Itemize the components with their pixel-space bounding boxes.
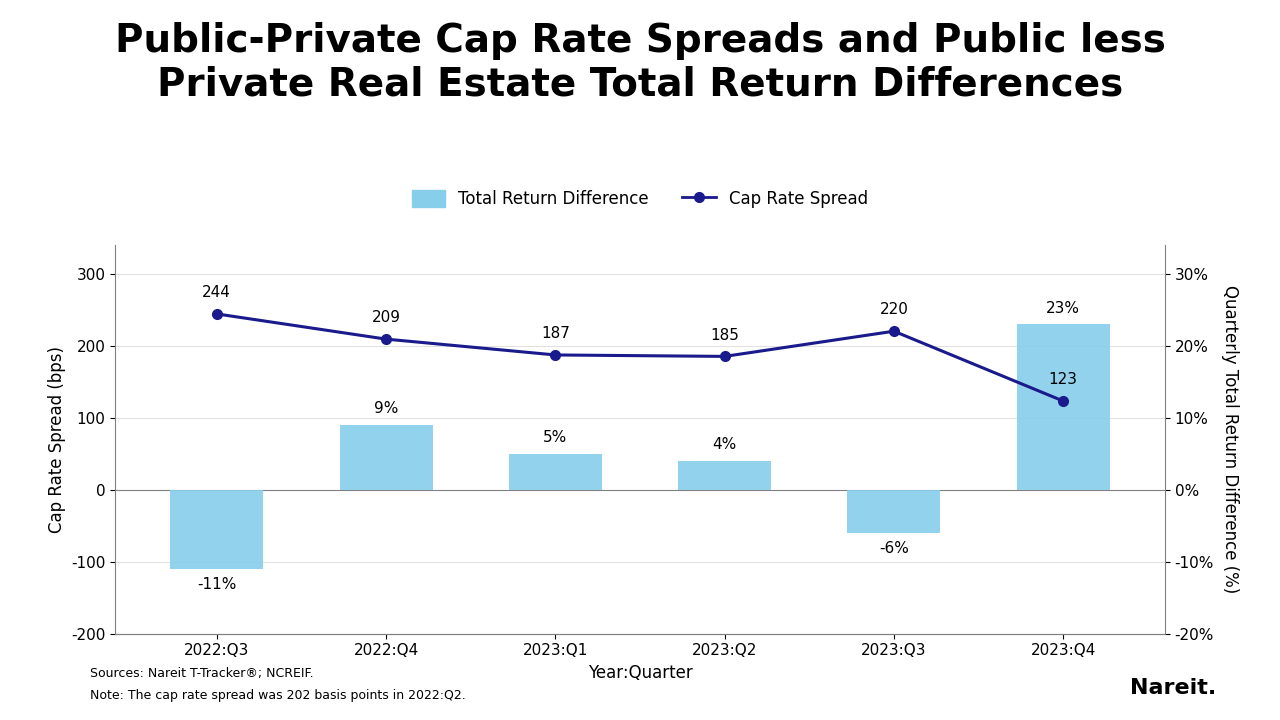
Text: 23%: 23% [1046, 301, 1080, 315]
Bar [509, 454, 602, 490]
Text: 123: 123 [1048, 372, 1078, 387]
Bar [1016, 324, 1110, 490]
Legend: Total Return Difference, Cap Rate Spread: Total Return Difference, Cap Rate Spread [406, 183, 874, 215]
Text: 185: 185 [710, 328, 739, 343]
Text: Sources: Nareit T-Tracker®; NCREIF.: Sources: Nareit T-Tracker®; NCREIF. [90, 667, 314, 680]
Bar [339, 425, 433, 490]
Bar [847, 490, 941, 533]
Text: 209: 209 [371, 310, 401, 325]
Text: Public-Private Cap Rate Spreads and Public less
Private Real Estate Total Return: Public-Private Cap Rate Spreads and Publ… [115, 22, 1165, 104]
Text: 244: 244 [202, 285, 232, 300]
Text: 4%: 4% [713, 438, 737, 452]
Bar [170, 490, 264, 569]
Text: -11%: -11% [197, 577, 237, 592]
Text: Note: The cap rate spread was 202 basis points in 2022:Q2.: Note: The cap rate spread was 202 basis … [90, 689, 466, 702]
Text: Nareit.: Nareit. [1130, 678, 1216, 698]
Y-axis label: Cap Rate Spread (bps): Cap Rate Spread (bps) [47, 346, 65, 533]
Text: 9%: 9% [374, 402, 398, 416]
Y-axis label: Quarterly Total Return Difference (%): Quarterly Total Return Difference (%) [1221, 285, 1239, 593]
X-axis label: Year:Quarter: Year:Quarter [588, 664, 692, 682]
Bar [678, 461, 771, 490]
Text: 220: 220 [879, 302, 909, 318]
Text: 5%: 5% [543, 431, 567, 445]
Text: 187: 187 [541, 326, 570, 341]
Text: -6%: -6% [879, 541, 909, 556]
